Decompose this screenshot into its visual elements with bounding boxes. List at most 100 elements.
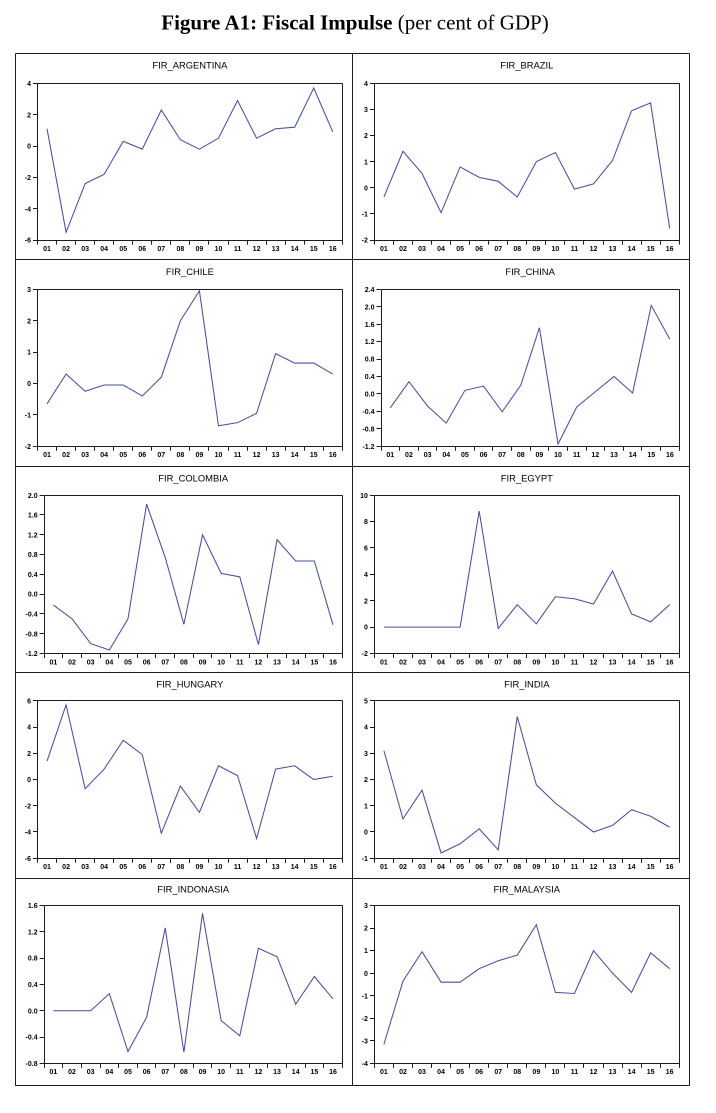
- svg-text:16: 16: [666, 864, 674, 871]
- svg-text:14: 14: [629, 452, 637, 459]
- svg-text:1.2: 1.2: [28, 532, 38, 539]
- svg-text:05: 05: [456, 864, 464, 871]
- svg-text:1: 1: [27, 350, 31, 357]
- svg-text:2: 2: [364, 133, 368, 140]
- svg-text:09: 09: [196, 864, 204, 871]
- svg-text:1: 1: [364, 803, 368, 810]
- svg-text:03: 03: [87, 659, 95, 666]
- svg-text:12: 12: [255, 659, 263, 666]
- svg-text:08: 08: [176, 864, 184, 871]
- svg-text:05: 05: [456, 659, 464, 666]
- svg-text:13: 13: [609, 1069, 617, 1076]
- svg-text:02: 02: [399, 1069, 407, 1076]
- svg-text:03: 03: [418, 659, 426, 666]
- svg-text:04: 04: [437, 1069, 445, 1076]
- svg-text:15: 15: [647, 1069, 655, 1076]
- svg-text:11: 11: [571, 246, 579, 253]
- svg-text:03: 03: [81, 246, 89, 253]
- svg-text:15: 15: [310, 1069, 318, 1076]
- svg-text:11: 11: [234, 246, 242, 253]
- svg-text:-2: -2: [362, 1016, 368, 1023]
- svg-text:06: 06: [138, 452, 146, 459]
- svg-text:01: 01: [380, 246, 388, 253]
- svg-text:05: 05: [124, 1069, 132, 1076]
- svg-text:-3: -3: [362, 1038, 368, 1045]
- svg-text:2: 2: [27, 751, 31, 758]
- svg-text:01: 01: [50, 659, 58, 666]
- svg-text:06: 06: [475, 864, 483, 871]
- svg-text:14: 14: [628, 246, 636, 253]
- svg-text:14: 14: [628, 1069, 636, 1076]
- svg-text:03: 03: [424, 452, 432, 459]
- svg-text:04: 04: [437, 246, 445, 253]
- svg-text:-1: -1: [362, 993, 368, 1000]
- svg-text:07: 07: [157, 246, 165, 253]
- svg-text:03: 03: [418, 246, 426, 253]
- svg-text:15: 15: [647, 452, 655, 459]
- svg-text:13: 13: [272, 864, 280, 871]
- svg-text:4: 4: [364, 572, 368, 579]
- svg-text:04: 04: [437, 659, 445, 666]
- svg-text:01: 01: [43, 864, 51, 871]
- svg-text:06: 06: [138, 246, 146, 253]
- svg-text:2: 2: [364, 777, 368, 784]
- svg-text:1.6: 1.6: [365, 322, 375, 329]
- svg-text:16: 16: [329, 246, 337, 253]
- svg-text:02: 02: [399, 659, 407, 666]
- svg-text:15: 15: [310, 452, 318, 459]
- svg-text:08: 08: [513, 246, 521, 253]
- svg-text:13: 13: [609, 246, 617, 253]
- svg-text:13: 13: [609, 659, 617, 666]
- svg-text:13: 13: [610, 452, 618, 459]
- svg-text:04: 04: [100, 246, 108, 253]
- svg-text:6: 6: [364, 546, 368, 553]
- svg-text:08: 08: [513, 864, 521, 871]
- svg-text:08: 08: [176, 452, 184, 459]
- svg-text:1.6: 1.6: [28, 513, 38, 520]
- svg-text:10: 10: [215, 246, 223, 253]
- svg-text:14: 14: [292, 1069, 300, 1076]
- svg-text:02: 02: [62, 864, 70, 871]
- svg-text:16: 16: [666, 659, 674, 666]
- svg-text:15: 15: [310, 659, 318, 666]
- svg-text:11: 11: [234, 864, 242, 871]
- svg-text:-2: -2: [25, 175, 31, 182]
- svg-text:10: 10: [551, 864, 559, 871]
- svg-text:0.8: 0.8: [365, 357, 375, 364]
- svg-text:1.2: 1.2: [28, 929, 38, 936]
- svg-text:15: 15: [647, 659, 655, 666]
- svg-text:09: 09: [199, 1069, 207, 1076]
- svg-text:3: 3: [364, 751, 368, 758]
- svg-text:01: 01: [380, 1069, 388, 1076]
- svg-text:2: 2: [27, 318, 31, 325]
- svg-text:0: 0: [364, 830, 368, 837]
- svg-text:15: 15: [647, 246, 655, 253]
- svg-text:07: 07: [494, 659, 502, 666]
- svg-text:16: 16: [666, 1069, 674, 1076]
- svg-text:12: 12: [590, 659, 598, 666]
- svg-text:02: 02: [68, 1069, 76, 1076]
- svg-text:2.0: 2.0: [28, 493, 38, 500]
- svg-text:14: 14: [291, 246, 299, 253]
- svg-text:02: 02: [68, 659, 76, 666]
- svg-text:05: 05: [119, 246, 127, 253]
- svg-text:05: 05: [124, 659, 132, 666]
- svg-text:03: 03: [81, 452, 89, 459]
- svg-text:07: 07: [161, 1069, 169, 1076]
- svg-text:FIR_CHILE: FIR_CHILE: [166, 266, 214, 277]
- svg-text:0.0: 0.0: [28, 1008, 38, 1015]
- svg-text:06: 06: [475, 246, 483, 253]
- svg-text:10: 10: [551, 659, 559, 666]
- svg-text:11: 11: [573, 452, 581, 459]
- svg-text:-2: -2: [25, 803, 31, 810]
- svg-text:10: 10: [554, 452, 562, 459]
- svg-text:FIR_ARGENTINA: FIR_ARGENTINA: [152, 60, 228, 71]
- svg-text:10: 10: [217, 659, 225, 666]
- svg-text:0: 0: [364, 625, 368, 632]
- svg-text:2.4: 2.4: [365, 287, 375, 294]
- svg-text:08: 08: [513, 659, 521, 666]
- svg-text:-6: -6: [25, 856, 31, 863]
- svg-text:05: 05: [119, 864, 127, 871]
- svg-text:-0.4: -0.4: [26, 612, 38, 619]
- svg-text:-6: -6: [25, 238, 31, 245]
